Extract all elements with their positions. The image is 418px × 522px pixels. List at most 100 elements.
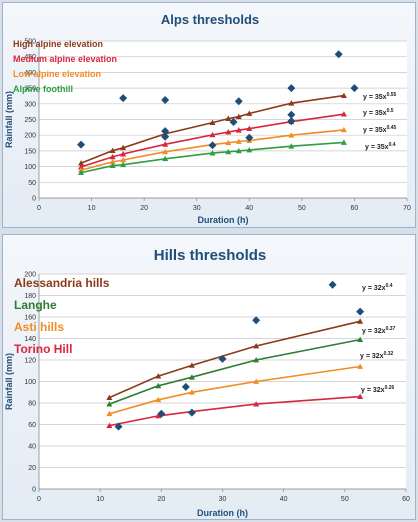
alps-x-tick-label: 40 [245,205,253,212]
hills-observation-point [356,307,365,316]
alps-series-point [225,148,232,155]
alps-observation-point [287,110,296,119]
hills-equation-label: y = 32x0.37 [362,326,396,335]
hills-legend-entry: Asti hills [14,320,64,334]
hills-x-tick-label: 0 [37,496,41,503]
hills-y-tick-label: 160 [24,315,36,322]
alps-series-point [340,111,347,117]
hills-y-tick-label: 40 [28,444,36,451]
alps-series-point [235,138,242,144]
alps-observation-point [287,84,296,93]
alps-series-point [78,169,85,175]
hills-equation-exponent: 0.4 [386,283,393,289]
alps-series-point [235,147,242,154]
hills-legend-entry: Torino Hill [14,342,72,356]
alps-equation-exponent: 0.5 [387,108,394,114]
alps-y-tick-label: 150 [24,148,36,155]
alps-observation-point [77,140,86,149]
hills-equation-exponent: 0.32 [384,351,394,357]
hills-series-point [155,412,162,419]
hills-series-point [106,422,113,428]
hills-series-point [357,336,364,342]
alps-observation-point [229,118,238,127]
hills-y-tick-label: 120 [24,358,36,365]
hills-series-point [357,318,364,324]
alps-y-tick-label: 350 [24,86,36,93]
alps-y-tick-label: 450 [24,54,36,61]
alps-observation-point [208,141,217,150]
alps-legend-entry: Medium alpine elevation [13,54,117,64]
alps-series-point [109,147,116,153]
hills-series-point [188,362,195,368]
hills-y-tick-label: 20 [28,465,36,472]
alps-series-point [162,155,169,162]
alps-series-line [80,129,344,171]
alps-observation-point [245,133,254,142]
alps-observation-point [350,84,359,93]
hills-chart-panel: 0 20 40 60 80 100 120 140 160 180 200 0 10 20 30 40 50 60… [2,234,416,520]
alps-observation-point [161,96,170,105]
hills-equation-label: y = 32x0.26 [361,385,395,394]
alps-equation-label: y = 35x0.4 [365,142,396,151]
alps-series-point [246,125,253,132]
hills-y-tick-label: 0 [32,487,36,494]
hills-chart-title: Hills thresholds [154,247,267,264]
alps-series-point [225,115,232,121]
hills-series-point [253,378,260,384]
alps-x-tick-label: 20 [140,205,148,212]
alps-observation-point [287,117,296,126]
hills-observation-point [187,408,196,417]
hills-observation-point [114,422,123,431]
alps-series-point [120,151,127,157]
hills-y-axis-label: Rainfall (mm) [4,353,14,410]
alps-x-tick-label: 10 [88,205,96,212]
hills-x-tick-label: 50 [341,496,349,503]
hills-equation-label: y = 32x0.4 [362,283,393,292]
alps-series-line [80,113,345,168]
alps-x-tick-label: 70 [403,205,411,212]
alps-legend-entry: High alpine elevation [13,39,103,49]
alps-series-point [246,110,253,116]
hills-observation-point [181,382,190,391]
hills-y-tick-label: 60 [28,422,36,429]
alps-series-point [340,92,347,99]
hills-series-point [106,394,113,401]
alps-series-point [235,127,242,133]
hills-legend-entry: Alessandria hills [14,276,110,290]
alps-y-tick-label: 50 [28,180,36,187]
hills-series-point [188,389,195,395]
hills-x-tick-label: 60 [402,496,410,503]
alps-series-point [209,131,216,138]
hills-series-point [106,410,113,417]
alps-series-point [246,146,253,153]
hills-equation-exponent: 0.37 [386,326,396,332]
alps-chart: 0 50 100 150 200 250 300 350 400 450 500 0 10 20 30 40 5… [4,12,411,225]
hills-y-tick-label: 100 [24,379,36,386]
alps-series-point [109,162,116,169]
alps-series-point [109,153,116,160]
hills-series-point [155,396,162,403]
alps-series-point [78,163,85,170]
alps-equation-exponent: 0.45 [387,125,397,131]
alps-series-point [288,143,295,149]
hills-observation-point [157,409,166,418]
hills-series-point [253,343,260,349]
hills-x-tick-label: 10 [96,496,104,503]
alps-equation-exponent: 0.55 [387,92,397,98]
alps-observation-point [119,94,128,103]
alps-series-point [340,126,347,133]
alps-legend-entry: Alpine foothill [13,84,73,94]
alps-y-axis-label: Rainfall (mm) [4,91,14,148]
alps-series-point [288,100,295,106]
alps-x-axis-label: Duration (h) [198,215,249,225]
hills-series-point [155,382,162,389]
hills-x-tick-label: 20 [157,496,165,503]
alps-y-tick-label: 200 [24,133,36,140]
hills-x-axis-label: Duration (h) [197,508,248,518]
alps-equation-label: y = 35x0.45 [363,125,397,134]
hills-series-point [253,401,260,407]
hills-y-tick-label: 140 [24,336,36,343]
alps-x-tick-label: 30 [193,205,201,212]
alps-observation-point [161,132,170,141]
hills-series-point [357,393,364,399]
